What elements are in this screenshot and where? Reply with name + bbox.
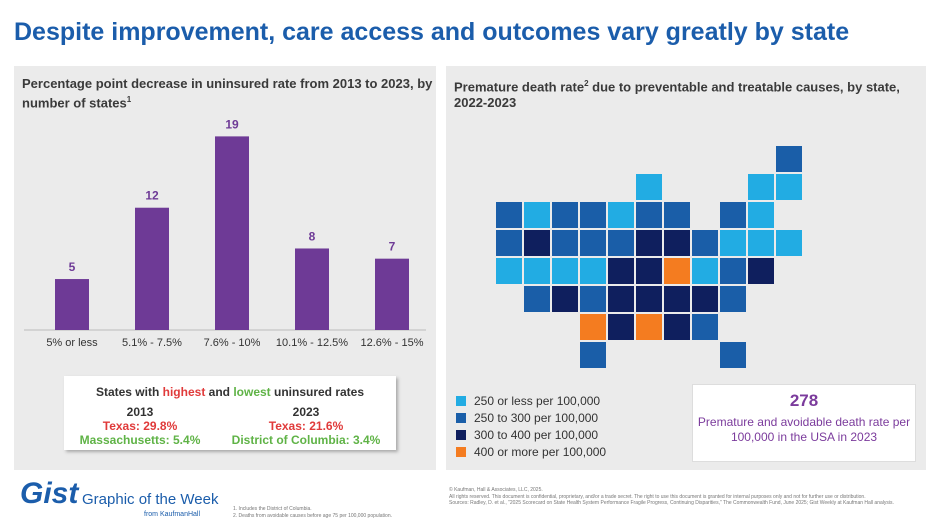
state-wi (636, 174, 662, 200)
state-ga (692, 314, 718, 340)
state-ne (580, 258, 606, 284)
legend-swatch (456, 429, 466, 440)
state-wy (552, 230, 578, 256)
usa-rate-callout: 278 Premature and avoidable death rate p… (692, 384, 916, 462)
state-nv (524, 230, 550, 256)
data-label: 12 (145, 189, 159, 203)
state-sc (692, 286, 718, 312)
state-ks (580, 286, 606, 312)
state-ny (720, 202, 746, 228)
legend-item: 250 or less per 100,000 (456, 392, 606, 409)
state-nj (720, 230, 746, 256)
state-mi (664, 202, 690, 228)
state-in (636, 230, 662, 256)
legend-item: 250 to 300 per 100,000 (456, 409, 606, 426)
legend-swatch (456, 412, 466, 423)
col-2013: 2013 Texas: 29.8% Massachusetts: 5.4% (79, 405, 201, 447)
data-label: 8 (309, 229, 316, 243)
state-dc (720, 286, 746, 312)
state-sd (580, 230, 606, 256)
col-2023: 2023 Texas: 21.6% District of Columbia: 3.… (231, 405, 381, 447)
state-nm (552, 286, 578, 312)
map-legend: 250 or less per 100,000 250 to 300 per 1… (456, 392, 606, 460)
state-mt (552, 202, 578, 228)
state-pa (692, 230, 718, 256)
state-va (692, 258, 718, 284)
box-heading: States with highest and lowest uninsured… (95, 385, 365, 399)
gist-logo: Gist Graphic of the Week from KaufmanHal… (20, 477, 219, 518)
state-md (720, 258, 746, 284)
state-az (524, 286, 550, 312)
state-nc (664, 286, 690, 312)
state-nh (776, 174, 802, 200)
state-fl (720, 342, 746, 368)
legend-item: 300 to 400 per 100,000 (456, 426, 606, 443)
bar (295, 248, 329, 330)
state-mn (608, 202, 634, 228)
state-la (608, 314, 634, 340)
bar (375, 258, 409, 330)
legend-swatch (456, 395, 466, 406)
data-label: 19 (225, 117, 239, 131)
state-mo (608, 258, 634, 284)
x-tick-label: 5% or less (46, 337, 98, 349)
state-al (664, 314, 690, 340)
page-title: Despite improvement, care access and out… (14, 18, 850, 46)
bar (55, 279, 89, 330)
state-ca (496, 258, 522, 284)
state-ok (580, 314, 606, 340)
map-title: Premature death rate2 due to preventable… (454, 79, 900, 111)
state-ia (608, 230, 634, 256)
state-ri (776, 230, 802, 256)
state-ky (636, 258, 662, 284)
state-id (524, 202, 550, 228)
state-wv (664, 258, 690, 284)
x-tick-label: 7.6% - 10% (204, 337, 261, 349)
chart-title: Percentage point decrease in uninsured r… (22, 76, 433, 111)
uninsured-chart-panel: 5 5% or less 12 5.1% - 7.5% 19 7.6% - 10% 8 10.… (14, 66, 436, 470)
state-ct (748, 230, 774, 256)
state-me (776, 146, 802, 172)
death-rate-map-panel: Premature death rate2 due to preventable… (446, 66, 926, 470)
x-tick-label: 10.1% - 12.5% (276, 337, 348, 349)
x-tick-label: 12.6% - 15% (361, 337, 424, 349)
state-ar (608, 286, 634, 312)
state-vt (748, 174, 774, 200)
state-oh (664, 230, 690, 256)
state-wa (496, 202, 522, 228)
state-ut (524, 258, 550, 284)
state-nd (580, 202, 606, 228)
x-tick-label: 5.1% - 7.5% (122, 337, 182, 349)
legend-item: 400 or more per 100,000 (456, 443, 606, 460)
uninsured-extremes-box: States with highest and lowest uninsured… (64, 376, 396, 450)
bar (135, 207, 169, 330)
footnotes: 1. Includes the District of Columbia. 2. … (233, 506, 392, 519)
data-label: 5 (69, 260, 76, 274)
source-text: © Kaufman, Hall & Associates, LLC, 2025.… (449, 487, 894, 506)
state-ma (748, 202, 774, 228)
state-de (748, 258, 774, 284)
legend-swatch (456, 446, 466, 457)
state-or (496, 230, 522, 256)
us-state-map (496, 146, 802, 368)
state-il (636, 202, 662, 228)
state-tx (580, 342, 606, 368)
state-co (552, 258, 578, 284)
state-ms (636, 314, 662, 340)
data-label: 7 (389, 240, 396, 254)
bar (215, 136, 249, 330)
state-tn (636, 286, 662, 312)
bar-chart: 5 5% or less 12 5.1% - 7.5% 19 7.6% - 10% 8 10.… (24, 117, 426, 349)
